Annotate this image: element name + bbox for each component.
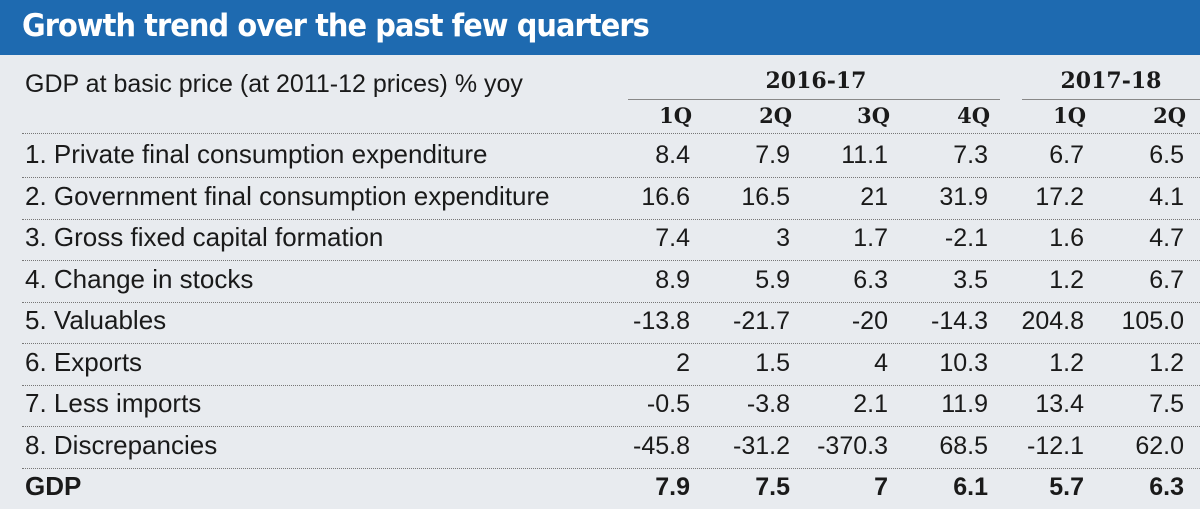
cell-value: 6.3 bbox=[853, 265, 888, 294]
table-row: 7. Less imports -0.5 -3.8 2.1 11.9 13.4 7.5 bbox=[22, 385, 1200, 427]
cell-value: 105.0 bbox=[1121, 307, 1184, 335]
cell-value: 1.5 bbox=[755, 348, 790, 377]
cell-value: -370.3 bbox=[817, 431, 888, 460]
quarter-header: 1Q bbox=[659, 103, 692, 128]
header-divider bbox=[22, 133, 1200, 134]
table-row: 2. Government final consumption expendit… bbox=[22, 178, 1200, 220]
row-label: 8. Discrepancies bbox=[25, 429, 218, 460]
cell-value: -0.5 bbox=[646, 390, 690, 418]
row-label: 1. Private final consumption expenditure bbox=[25, 139, 488, 169]
quarter-header: 3Q bbox=[857, 103, 890, 128]
page-title: Growth trend over the past few quarters bbox=[22, 8, 650, 44]
table-row: 3. Gross fixed capital formation 7.4 3 1.7 -… bbox=[22, 219, 1200, 261]
cell-value: 204.8 bbox=[1021, 307, 1084, 335]
cell-value: 17.2 bbox=[1035, 182, 1084, 211]
cell-value: 8.4 bbox=[655, 141, 690, 169]
cell-value: -31.2 bbox=[733, 431, 790, 460]
cell-value: 4.1 bbox=[1149, 182, 1184, 211]
cell-value: 6.7 bbox=[1149, 265, 1184, 294]
row-label: 7. Less imports bbox=[25, 388, 202, 418]
cell-value: 1.7 bbox=[853, 224, 888, 252]
cell-value: 13.4 bbox=[1035, 390, 1084, 418]
table-row: 4. Change in stocks 8.9 5.9 6.3 3.5 1.2 6.7 bbox=[22, 261, 1200, 303]
cell-value: 2 bbox=[676, 348, 690, 377]
cell-value: 1.2 bbox=[1049, 265, 1084, 294]
row-label: 6. Exports bbox=[25, 346, 143, 377]
cell-value: 7.3 bbox=[953, 141, 988, 169]
cell-value: 6.7 bbox=[1049, 141, 1084, 169]
row-label: 2. Government final consumption expendit… bbox=[25, 180, 550, 211]
cell-value: 7 bbox=[874, 473, 888, 501]
cell-value: 6.5 bbox=[1149, 141, 1184, 169]
cell-value: 7.9 bbox=[655, 473, 690, 501]
table-subtitle: GDP at basic price (at 2011-12 prices) %… bbox=[25, 70, 523, 98]
cell-value: 2.1 bbox=[853, 390, 888, 418]
year-underline bbox=[1022, 99, 1200, 100]
cell-value: 7.9 bbox=[755, 141, 790, 169]
cell-value: -20 bbox=[851, 307, 888, 335]
cell-value: -3.8 bbox=[746, 390, 790, 418]
cell-value: 31.9 bbox=[939, 182, 988, 211]
table-row: 5. Valuables -13.8 -21.7 -20 -14.3 204.8 105.0 bbox=[22, 302, 1200, 344]
cell-value: -13.8 bbox=[633, 307, 690, 335]
quarter-header: 2Q bbox=[1153, 103, 1186, 128]
cell-value: 8.9 bbox=[655, 265, 690, 294]
cell-value: 7.4 bbox=[655, 224, 690, 252]
cell-value: -21.7 bbox=[733, 307, 790, 335]
row-label: 3. Gross fixed capital formation bbox=[25, 222, 384, 252]
gdp-total-row: GDP 7.9 7.5 7 6.1 5.7 6.3 bbox=[22, 468, 1200, 509]
cell-value: 6.1 bbox=[953, 473, 988, 501]
cell-value: 7.5 bbox=[1149, 390, 1184, 418]
table-row: 8. Discrepancies -45.8 -31.2 -370.3 68.5 -12.… bbox=[22, 427, 1200, 469]
year-underline bbox=[628, 99, 1000, 100]
cell-value: -45.8 bbox=[633, 431, 690, 460]
cell-value: 3 bbox=[776, 224, 790, 252]
cell-value: 68.5 bbox=[939, 431, 988, 460]
cell-value: 1.2 bbox=[1049, 348, 1084, 377]
table-row: 1. Private final consumption expenditure… bbox=[22, 136, 1200, 178]
year-header-2017-18: 2017-18 bbox=[1060, 68, 1162, 94]
cell-value: 11.1 bbox=[841, 141, 888, 169]
title-bar: Growth trend over the past few quarters bbox=[0, 0, 1200, 55]
cell-value: -14.3 bbox=[931, 307, 988, 335]
quarter-header: 4Q bbox=[957, 103, 990, 128]
cell-value: 1.6 bbox=[1049, 224, 1084, 252]
row-label: 4. Change in stocks bbox=[25, 263, 254, 294]
cell-value: 4 bbox=[874, 348, 888, 377]
row-label: 5. Valuables bbox=[25, 305, 167, 335]
row-label: GDP bbox=[25, 471, 82, 501]
cell-value: 11.9 bbox=[941, 390, 988, 418]
year-header-2016-17: 2016-17 bbox=[765, 68, 867, 94]
cell-value: 16.5 bbox=[741, 182, 790, 211]
cell-value: 3.5 bbox=[953, 265, 988, 294]
cell-value: 5.9 bbox=[755, 265, 790, 294]
cell-value: 6.3 bbox=[1149, 473, 1184, 501]
cell-value: 62.0 bbox=[1135, 431, 1184, 460]
cell-value: 10.3 bbox=[939, 348, 988, 377]
table-row: 6. Exports 2 1.5 4 10.3 1.2 1.2 bbox=[22, 344, 1200, 386]
cell-value: 21 bbox=[860, 182, 888, 211]
quarter-header: 1Q bbox=[1053, 103, 1086, 128]
cell-value: -2.1 bbox=[944, 224, 988, 252]
cell-value: 1.2 bbox=[1149, 348, 1184, 377]
cell-value: 16.6 bbox=[641, 182, 690, 211]
cell-value: 7.5 bbox=[755, 473, 790, 501]
quarter-header: 2Q bbox=[759, 103, 792, 128]
cell-value: 4.7 bbox=[1149, 224, 1184, 252]
cell-value: -12.1 bbox=[1027, 431, 1084, 460]
cell-value: 5.7 bbox=[1049, 473, 1084, 501]
